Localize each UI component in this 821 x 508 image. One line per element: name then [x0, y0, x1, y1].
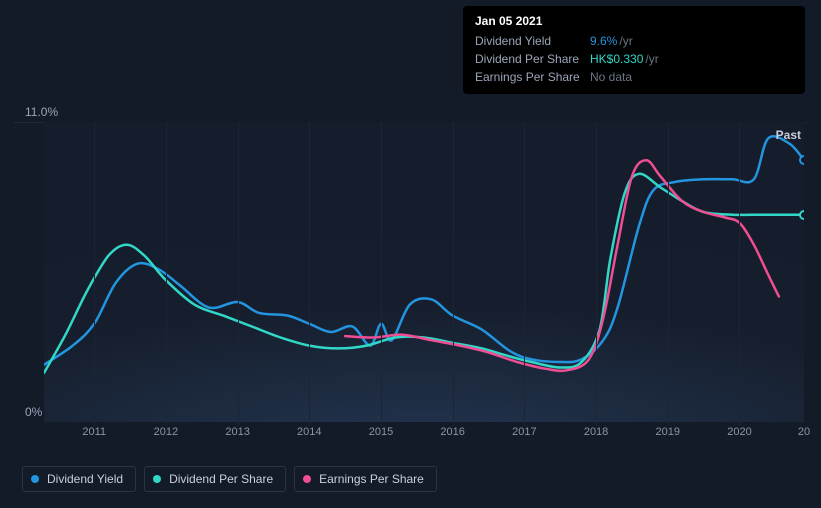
x-tick: 2014	[297, 426, 321, 438]
legend-label: Dividend Per Share	[169, 472, 273, 486]
x-gridline	[668, 122, 669, 426]
series-end-marker	[799, 210, 804, 220]
x-gridline	[453, 122, 454, 426]
x-tick: 2017	[512, 426, 536, 438]
y-axis-top: 11.0%	[25, 105, 58, 119]
tooltip-row: Dividend Per ShareHK$0.330 /yr	[475, 50, 793, 68]
x-tick: 20	[798, 426, 810, 438]
chart-tooltip: Jan 05 2021 Dividend Yield9.6% /yrDivide…	[463, 6, 805, 94]
x-gridline	[524, 122, 525, 426]
x-gridline	[739, 122, 740, 426]
series-line	[44, 174, 804, 373]
tooltip-row: Dividend Yield9.6% /yr	[475, 32, 793, 50]
tooltip-suffix: /yr	[645, 50, 658, 68]
x-tick: 2015	[369, 426, 393, 438]
legend-dot-icon	[153, 475, 161, 483]
x-gridline	[596, 122, 597, 426]
x-axis: 2011 2012 2013 2014 2015 2016 2017 2018 2019 2020…	[44, 426, 804, 446]
x-tick: 2011	[82, 426, 106, 438]
x-tick: 2012	[154, 426, 178, 438]
x-tick: 2018	[584, 426, 608, 438]
legend-item[interactable]: Dividend Per Share	[144, 466, 286, 492]
plot-area[interactable]	[44, 122, 804, 422]
legend-dot-icon	[31, 475, 39, 483]
tooltip-label: Earnings Per Share	[475, 68, 590, 86]
x-tick: 2016	[440, 426, 464, 438]
legend-item[interactable]: Earnings Per Share	[294, 466, 437, 492]
x-gridline	[381, 122, 382, 426]
x-gridline	[166, 122, 167, 426]
x-gridline	[309, 122, 310, 426]
past-label: Past	[776, 128, 801, 142]
tooltip-row: Earnings Per ShareNo data	[475, 68, 793, 86]
y-axis-bottom: 0%	[25, 405, 42, 419]
dividend-chart: 11.0% 0% Past 20112012201320142015201620…	[14, 100, 807, 450]
series-line	[345, 160, 779, 371]
legend-label: Dividend Yield	[47, 472, 123, 486]
x-tick: 2013	[225, 426, 249, 438]
x-gridline	[94, 122, 95, 426]
chart-legend: Dividend Yield Dividend Per Share Earnings…	[22, 466, 437, 492]
tooltip-value: 9.6%	[590, 32, 617, 50]
series-end-marker	[799, 155, 804, 165]
legend-label: Earnings Per Share	[319, 472, 424, 486]
tooltip-date: Jan 05 2021	[475, 14, 793, 28]
x-tick: 2020	[727, 426, 751, 438]
tooltip-label: Dividend Yield	[475, 32, 590, 50]
x-tick: 2019	[656, 426, 680, 438]
legend-dot-icon	[303, 475, 311, 483]
series-line	[44, 136, 804, 364]
tooltip-value: HK$0.330	[590, 50, 643, 68]
legend-item[interactable]: Dividend Yield	[22, 466, 136, 492]
tooltip-suffix: /yr	[619, 32, 632, 50]
x-gridline	[238, 122, 239, 426]
tooltip-label: Dividend Per Share	[475, 50, 590, 68]
tooltip-value: No data	[590, 68, 632, 86]
